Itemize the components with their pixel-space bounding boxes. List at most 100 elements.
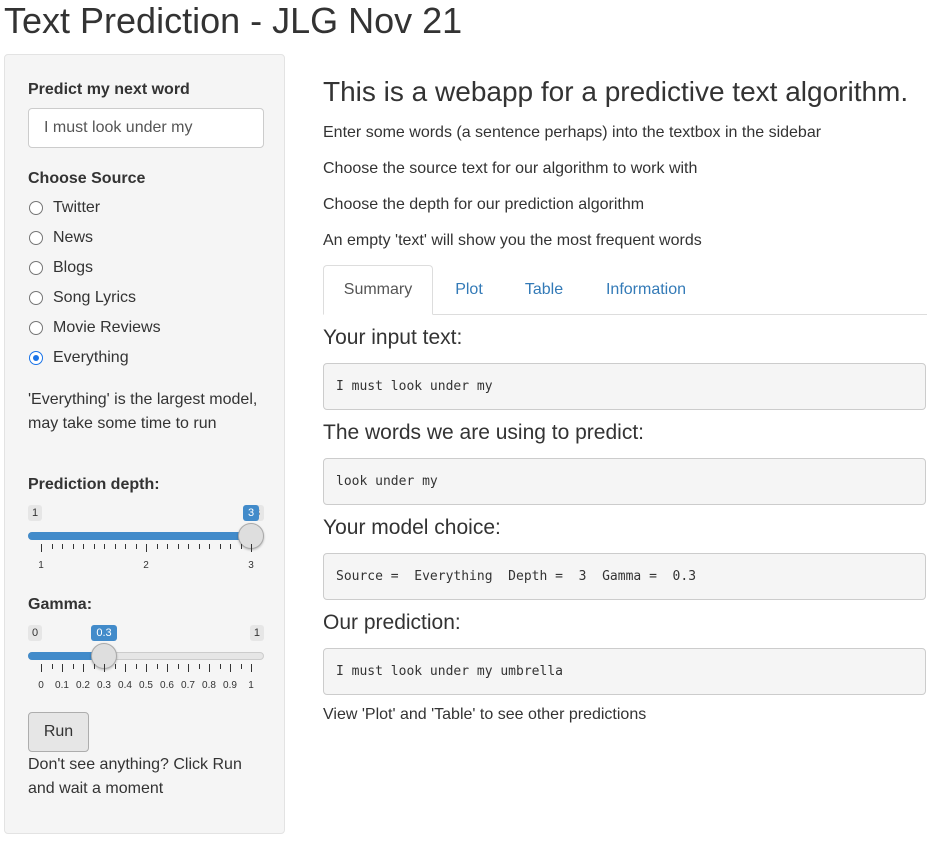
slider-minor-tick xyxy=(219,544,221,549)
slider-minor-tick xyxy=(72,664,74,669)
slider-value-label: 3 xyxy=(242,505,260,521)
tab-table[interactable]: Table xyxy=(524,281,564,298)
slider-major-tick xyxy=(146,664,147,672)
slider-min-label: 0 xyxy=(28,625,43,641)
slider-fill xyxy=(28,652,104,660)
source-option-twitter[interactable]: Twitter xyxy=(28,197,100,219)
slider-minor-tick xyxy=(167,544,168,549)
slider-tick-label: 0 xyxy=(38,680,44,691)
run-button[interactable]: Run xyxy=(28,712,89,752)
slider-minor-tick xyxy=(51,544,53,549)
slider-major-tick xyxy=(251,544,252,552)
slider-minor-tick xyxy=(156,544,158,549)
words-heading: The words we are using to predict: xyxy=(323,421,644,444)
predict-label: Predict my next word xyxy=(28,81,190,98)
slider-tick-label: 0.4 xyxy=(118,680,132,691)
slider-major-tick xyxy=(41,664,42,672)
prediction-output: I must look under my umbrella xyxy=(323,648,926,695)
source-option-movie-reviews[interactable]: Movie Reviews xyxy=(28,317,161,339)
source-option-label: News xyxy=(53,229,94,246)
source-option-label: Twitter xyxy=(53,199,101,216)
input-heading: Your input text: xyxy=(323,326,463,349)
source-option-song-lyrics[interactable]: Song Lyrics xyxy=(28,287,136,309)
slider-minor-tick xyxy=(104,544,105,549)
slider-tick-label: 1 xyxy=(248,680,254,691)
slider-minor-tick xyxy=(51,664,53,669)
instruction-text: An empty 'text' will show you the most f… xyxy=(323,232,702,249)
source-option-label: Movie Reviews xyxy=(53,319,161,336)
slider-minor-tick xyxy=(219,664,221,669)
slider-minor-tick xyxy=(188,544,189,549)
slider-tick-label: 0.1 xyxy=(55,680,69,691)
gamma-label: Gamma: xyxy=(28,596,93,613)
source-option-label: Blogs xyxy=(53,259,94,276)
slider-major-tick xyxy=(125,664,126,672)
radio-icon[interactable] xyxy=(29,291,43,305)
slider-minor-tick xyxy=(240,664,242,669)
tab-summary[interactable]: Summary xyxy=(323,265,433,315)
slider-minor-tick xyxy=(93,664,95,669)
slider-minor-tick xyxy=(198,544,200,549)
prediction-heading: Our prediction: xyxy=(323,611,461,634)
slider-minor-tick xyxy=(209,544,210,549)
instruction-text: Enter some words (a sentence perhaps) in… xyxy=(323,124,822,141)
source-option-blogs[interactable]: Blogs xyxy=(28,257,93,279)
slider-minor-tick xyxy=(135,664,137,669)
slider-tick-label: 0.3 xyxy=(97,680,111,691)
slider-major-tick xyxy=(188,664,189,672)
slider-tick-label: 0.7 xyxy=(181,680,195,691)
slider-tick-label: 0.8 xyxy=(202,680,216,691)
slider-major-tick xyxy=(62,664,63,672)
slider-minor-tick xyxy=(114,544,116,549)
slider-minor-tick xyxy=(114,664,116,669)
slider-tick-label: 0.5 xyxy=(139,680,153,691)
slider-minor-tick xyxy=(125,544,126,549)
slider-minor-tick xyxy=(72,544,74,549)
radio-icon[interactable] xyxy=(29,261,43,275)
slider-value-label: 0.3 xyxy=(91,625,117,641)
slider-minor-tick xyxy=(177,544,179,549)
slider-min-label: 1 xyxy=(28,505,43,521)
source-label: Choose Source xyxy=(28,170,146,187)
input-text-output: I must look under my xyxy=(323,363,926,410)
slider-minor-tick xyxy=(230,544,231,549)
instruction-text: Choose the source text for our algorithm… xyxy=(323,160,698,177)
radio-checked-icon[interactable] xyxy=(29,351,43,365)
slider-major-tick xyxy=(209,664,210,672)
tab-plot[interactable]: Plot xyxy=(455,281,483,298)
slider-minor-tick xyxy=(83,544,84,549)
tab-bar: Summary Plot Table Information xyxy=(323,265,927,315)
radio-icon[interactable] xyxy=(29,231,43,245)
slider-tick-label: 0.2 xyxy=(76,680,90,691)
source-option-news[interactable]: News xyxy=(28,227,93,249)
radio-icon[interactable] xyxy=(29,201,43,215)
tab-information[interactable]: Information xyxy=(605,281,687,298)
slider-minor-tick xyxy=(93,544,95,549)
slider-minor-tick xyxy=(240,544,242,549)
slider-major-tick xyxy=(83,664,84,672)
depth-slider[interactable]: 1 3 3 123 xyxy=(28,505,264,585)
model-heading: Your model choice: xyxy=(323,516,501,539)
slider-major-tick xyxy=(146,544,147,552)
slider-fill xyxy=(28,532,251,540)
source-option-everything[interactable]: Everything xyxy=(28,347,129,369)
slider-tick-label: 2 xyxy=(143,560,149,571)
run-help-text: Don't see anything? Click Run and wait a… xyxy=(28,756,242,797)
radio-icon[interactable] xyxy=(29,321,43,335)
words-output: look under my xyxy=(323,458,926,505)
source-option-label: Song Lyrics xyxy=(53,289,136,306)
predict-input[interactable] xyxy=(28,108,264,148)
main-heading: This is a webapp for a predictive text a… xyxy=(323,76,909,107)
slider-major-tick xyxy=(167,664,168,672)
source-option-label: Everything xyxy=(53,349,129,366)
slider-major-tick xyxy=(41,544,42,552)
slider-major-tick xyxy=(251,664,252,672)
slider-tick-label: 0.9 xyxy=(223,680,237,691)
slider-minor-tick xyxy=(135,544,137,549)
slider-major-tick xyxy=(230,664,231,672)
slider-minor-tick xyxy=(62,544,63,549)
gamma-slider[interactable]: 0 1 0.3 0 0.1 0.2 0.3 0.4 0.5 0.6 0.7 0.8 0.9 1 xyxy=(28,625,264,705)
slider-minor-tick xyxy=(156,664,158,669)
slider-max-label: 1 xyxy=(249,625,264,641)
slider-minor-tick xyxy=(177,664,179,669)
